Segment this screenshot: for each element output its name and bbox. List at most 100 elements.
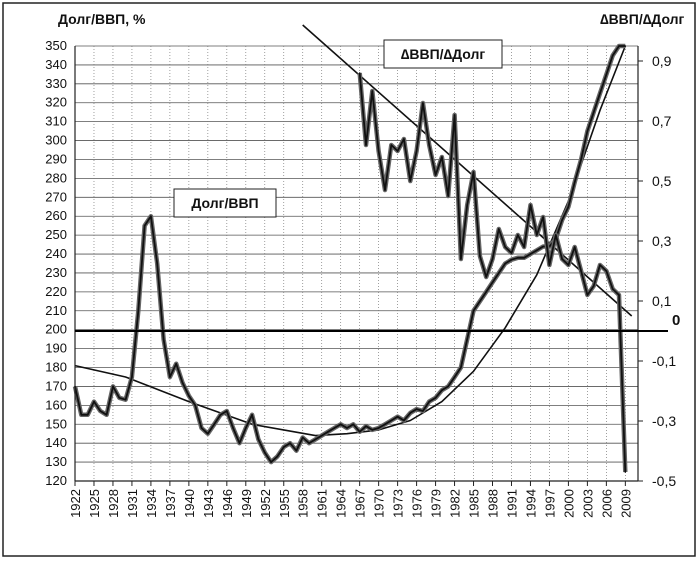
left-tick-label: 130 — [45, 454, 67, 469]
x-tick-label: 1955 — [277, 489, 292, 518]
debt_gdp-point — [124, 398, 127, 401]
debt_gdp-point — [80, 414, 83, 416]
gdp_debt_ratio-point — [441, 156, 443, 158]
left-tick-label: 200 — [45, 322, 67, 337]
x-tick-label: 2003 — [580, 489, 595, 518]
debt_gdp-point — [137, 310, 140, 312]
gdp_debt_ratio-point — [472, 171, 475, 173]
debt_gdp-point — [181, 381, 184, 384]
left-tick-label: 120 — [45, 473, 67, 488]
x-tick-label: 1970 — [372, 489, 387, 518]
debt_gdp-point — [251, 414, 253, 416]
gdp_debt_ratio-point — [529, 204, 532, 206]
gdp_debt_ratio-point — [542, 216, 544, 218]
gdp_debt_ratio-point — [573, 246, 576, 248]
left-tick-label: 280 — [45, 170, 67, 185]
debt_gdp-point — [472, 310, 475, 312]
right-tick-label: -0,1 — [652, 353, 676, 369]
gdp_debt_ratio-point — [624, 471, 627, 473]
left-tick-label: 190 — [45, 341, 67, 356]
debt_gdp-point — [112, 385, 114, 388]
left-tick-label: 220 — [45, 284, 67, 299]
gdp_debt_ratio-point — [536, 234, 538, 236]
debt_gdp-point — [264, 451, 266, 454]
debt_gdp-point — [403, 419, 405, 422]
left-tick-label: 350 — [45, 38, 67, 53]
debt_gdp-point — [301, 436, 304, 439]
right-tick-label: 0,1 — [652, 293, 672, 309]
series-layer — [72, 43, 628, 473]
right-tick-label: 0,9 — [652, 53, 672, 69]
x-tick-label: 1961 — [315, 489, 330, 518]
debt_gdp-point — [567, 206, 570, 208]
debt_gdp-point — [213, 423, 215, 426]
x-tick-label: 1988 — [486, 489, 501, 518]
gdp_debt_ratio-point — [434, 174, 437, 176]
gdp_debt_ratio-point — [466, 204, 469, 206]
x-tick-label: 1997 — [542, 489, 557, 518]
debt_gdp-point — [232, 427, 234, 429]
debt_gdp-point — [441, 389, 443, 392]
gdp_debt_ratio-point — [523, 246, 525, 248]
gdp_debt_ratio-point — [422, 102, 424, 104]
debt_gdp-point — [276, 455, 279, 458]
debt_gdp-point — [270, 461, 272, 463]
debt_gdp-point — [510, 258, 513, 261]
debt_gdp-line — [74, 45, 626, 464]
x-tick-label: 1931 — [125, 489, 140, 518]
debt_gdp-point — [175, 362, 177, 365]
gdp_debt_ratio-point — [409, 180, 412, 182]
x-tick-label: 1982 — [448, 489, 463, 518]
gdp_debt_ratio-point — [403, 138, 405, 140]
debt_gdp-point — [447, 385, 450, 388]
x-tick-label: 1958 — [296, 489, 311, 518]
debt_gdp-point — [365, 425, 367, 428]
x-tick-label: 1973 — [391, 489, 406, 518]
debt_gdp-point — [523, 257, 525, 259]
debt_gdp-point — [93, 400, 95, 403]
debt_gdp-point — [207, 432, 209, 435]
debt_gdp-point — [384, 423, 386, 426]
debt_gdp-point — [605, 73, 608, 76]
gdp_debt_ratio-point — [561, 258, 563, 260]
debt_gdp-point — [169, 376, 171, 378]
left-tick-label: 180 — [45, 360, 67, 375]
debt_gdp-point — [346, 427, 348, 429]
x-tick-label: 1934 — [144, 489, 159, 518]
right-axis-title: ∆ВВП/∆Долг — [600, 11, 685, 27]
left-tick-label: 240 — [45, 246, 67, 261]
left-tick-label: 310 — [45, 114, 67, 129]
gdp_debt_ratio-point — [580, 270, 582, 272]
debt_gdp-point — [226, 410, 228, 412]
debt_gdp-point — [156, 262, 158, 265]
gdp_debt_ratio-point — [358, 72, 361, 74]
left-tick-label: 300 — [45, 133, 67, 148]
debt_gdp-point — [580, 158, 582, 161]
gdp_debt_ratio-point — [384, 189, 386, 191]
gdp_debt_ratio-point — [592, 285, 595, 287]
gdp_debt_ratio-point — [491, 258, 494, 260]
debt_gdp-point — [485, 291, 488, 293]
left-axis-title: Долг/ВВП, % — [58, 11, 146, 27]
debt_gdp-point — [320, 434, 323, 437]
gdp_debt_ratio-point — [365, 144, 367, 146]
label-layer: Долг/ВВП, % ∆ВВП/∆Долг 0 Долг/ВВП ∆ВВП/∆… — [58, 11, 685, 329]
debt_gdp-point — [295, 449, 298, 452]
debt_gdp-point — [377, 427, 380, 429]
right-tick-label: 0,7 — [652, 113, 672, 129]
left-tick-label: 140 — [45, 435, 67, 450]
gdp_debt_ratio-point — [460, 258, 462, 260]
debt_gdp-point — [529, 253, 532, 255]
gdp_debt_ratio-point — [453, 114, 456, 116]
x-tick-label: 1985 — [467, 489, 482, 518]
gdp_debt_ratio-point — [586, 294, 589, 296]
right-tick-label: -0,5 — [652, 473, 676, 489]
x-tick-label: 1937 — [163, 489, 178, 518]
x-tick-label: 1979 — [429, 489, 444, 518]
debt_gdp-point — [561, 219, 563, 221]
x-tick-label: 1940 — [182, 489, 197, 518]
x-tick-label: 1922 — [68, 489, 83, 518]
debt_gdp-point — [618, 45, 620, 47]
gdp_debt_ratio-point — [567, 264, 570, 266]
